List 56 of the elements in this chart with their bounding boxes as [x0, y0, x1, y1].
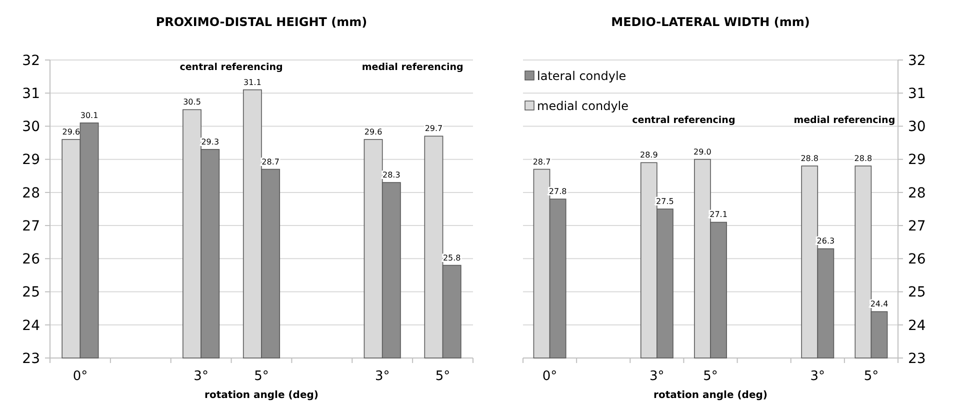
annotation: medial referencing [362, 62, 464, 73]
y2-tick-label: 29 [908, 152, 926, 168]
x-tick-label: 5° [254, 369, 269, 384]
y-tick-label: 25 [22, 284, 40, 301]
x-tick-label: 5° [864, 369, 879, 384]
x-tick-label: 5° [703, 369, 718, 384]
data-label: 28.8 [854, 154, 872, 163]
chart-title: MEDIO-LATERAL WIDTH (mm) [611, 15, 810, 29]
y2-tick-label: 24 [908, 318, 926, 334]
y2-tick-label: 23 [908, 350, 926, 367]
y-tick-label: 29 [22, 152, 40, 168]
x-axis-title: rotation angle (deg) [654, 390, 768, 401]
y-tick-label: 23 [22, 350, 40, 367]
y-tick-label: 30 [22, 119, 40, 136]
data-label: 31.1 [244, 78, 262, 87]
data-label: 29.6 [364, 127, 382, 136]
data-label: 29.3 [201, 137, 220, 146]
data-label: 27.1 [710, 210, 728, 220]
y-tick-label: 27 [22, 218, 40, 234]
y-tick-label: 26 [22, 252, 40, 268]
y2-tick-label: 25 [908, 284, 926, 301]
y2-tick-label: 27 [908, 218, 926, 234]
x-tick-label: 0° [72, 369, 88, 384]
y-tick-label: 31 [22, 86, 40, 102]
data-label: 29.7 [424, 124, 443, 134]
data-label: 29.0 [694, 147, 712, 156]
data-label: 30.1 [80, 110, 98, 120]
data-label: 29.6 [62, 127, 80, 136]
data-label: 28.9 [640, 150, 658, 160]
x-tick-label: 3° [374, 369, 390, 384]
y2-tick-label: 31 [908, 86, 926, 102]
x-tick-label: 5° [435, 369, 450, 384]
x-tick-label: 3° [194, 369, 208, 384]
chart-title: PROXIMO-DISTAL HEIGHT (mm) [156, 15, 368, 29]
y-tick-label: 28 [22, 185, 40, 202]
data-label: 30.5 [183, 98, 201, 107]
y2-tick-label: 28 [908, 185, 926, 202]
y2-tick-label: 30 [908, 119, 926, 136]
data-label: 28.7 [262, 157, 280, 166]
y-tick-label: 32 [22, 52, 40, 69]
data-label: 28.7 [532, 157, 551, 166]
x-tick-label: 3° [810, 369, 826, 384]
x-tick-label: 0° [542, 369, 558, 384]
data-label: 28.3 [382, 170, 400, 180]
y2-tick-label: 26 [908, 252, 926, 268]
annotation: medial referencing [794, 115, 896, 126]
y2-tick-label: 32 [908, 52, 926, 69]
legend-label: medial condyle [537, 99, 629, 114]
y-tick-label: 24 [22, 318, 40, 334]
annotation: central referencing [180, 62, 283, 73]
data-label: 28.8 [800, 154, 819, 163]
legend-label: lateral condyle [537, 69, 626, 84]
data-label: 25.8 [442, 253, 461, 262]
annotation: central referencing [632, 115, 736, 126]
x-axis-title: rotation angle (deg) [204, 390, 318, 401]
x-tick-label: 3° [650, 369, 664, 384]
